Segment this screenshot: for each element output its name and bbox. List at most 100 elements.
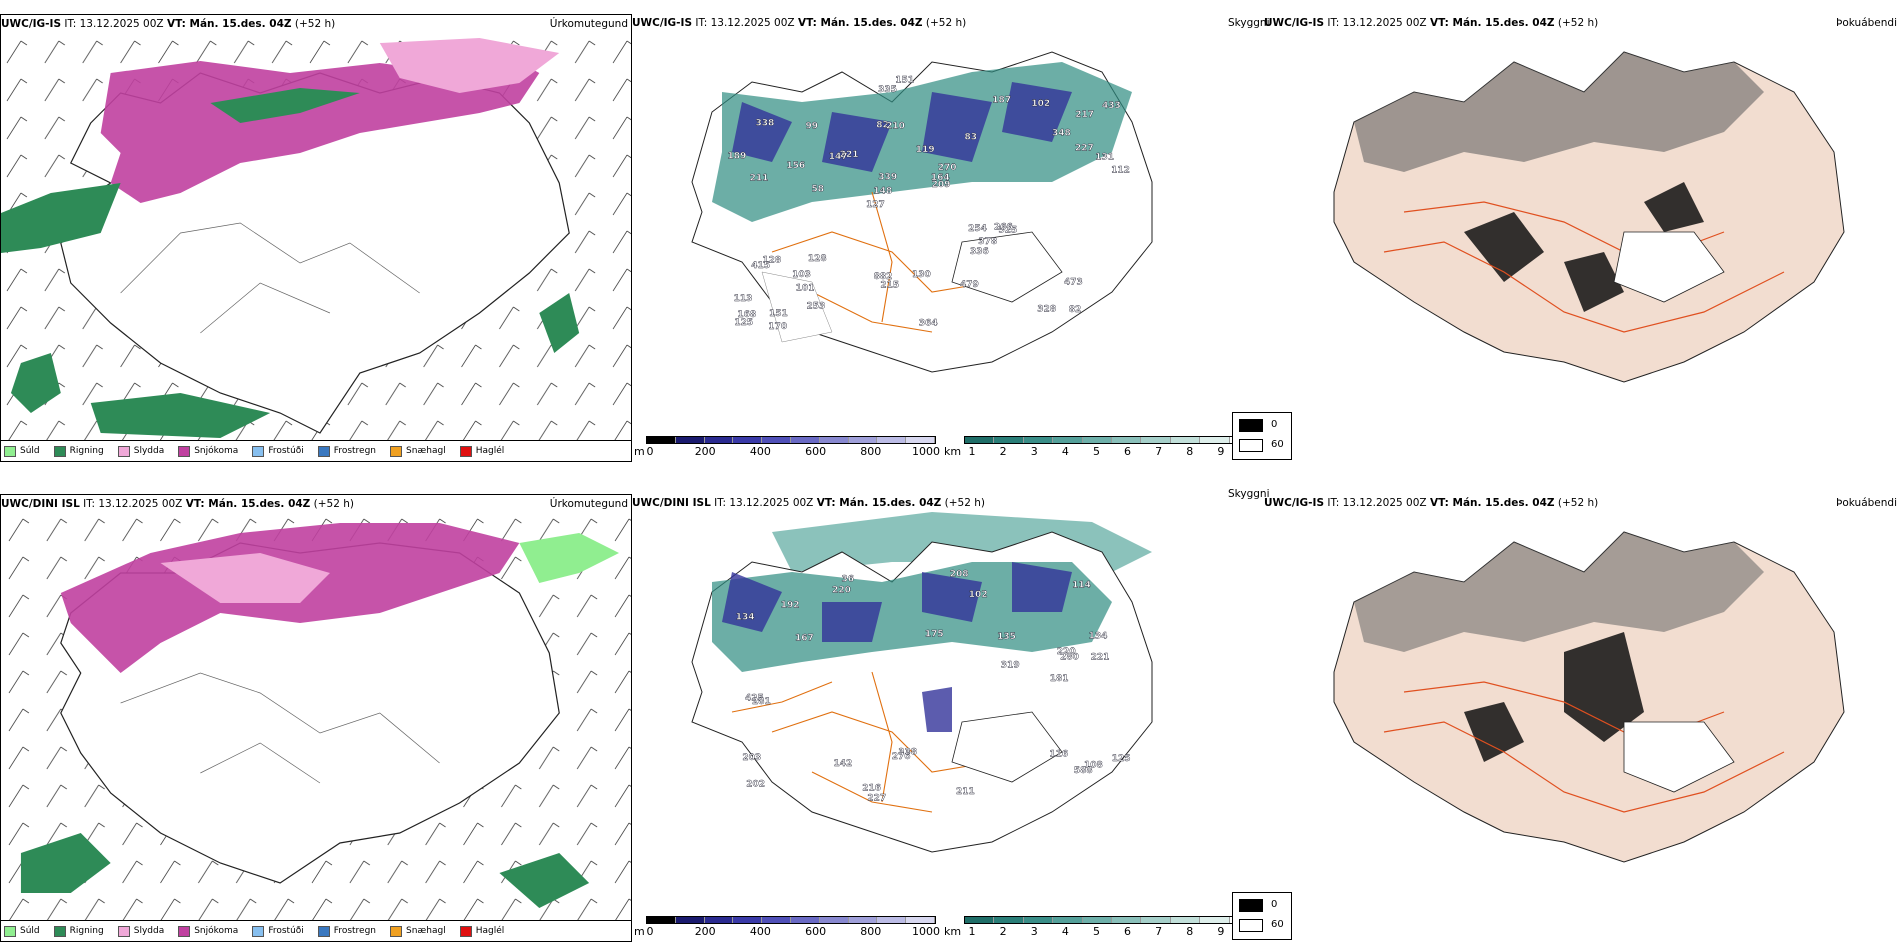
ceiling-value-label: 189 (728, 151, 747, 161)
ceiling-value-label: 227 (867, 794, 886, 804)
ceiling-value-label: 336 (970, 247, 989, 257)
legend-label: Frostúði (268, 446, 304, 456)
visibility-colorbar: km 12345678910 (944, 916, 1260, 946)
legend-label: Haglél (475, 446, 505, 456)
lead-time: (+52 h) (313, 498, 355, 510)
ceiling-value-label: 114 (1072, 581, 1091, 591)
swatch-dark (1239, 899, 1263, 912)
fog-map[interactable] (1264, 32, 1900, 452)
ceiling-value-label: 210 (886, 122, 905, 132)
ceiling-value-label: 175 (925, 630, 944, 640)
lead-time: (+52 h) (294, 18, 336, 30)
lead-time: (+52 h) (944, 497, 986, 509)
ceiling-value-label: 83 (965, 133, 978, 143)
legend-item-snaehagl: Snæhagl (390, 445, 446, 457)
visibility-map[interactable]: 116 134 108 175 202 36 220 142 114 167 221 134 181 22… (632, 512, 1264, 912)
ceiling-value-label: 116 (1049, 749, 1068, 759)
panel-precip-type-bottom: UWC/DINI ISL IT: 13.12.2025 00Z VT: Mán.… (0, 494, 632, 942)
tick-label: 400 (749, 445, 771, 458)
swatch (178, 445, 191, 457)
legend-item-snaehagl: Snæhagl (390, 925, 446, 937)
legend-label: Haglél (475, 926, 505, 936)
legend-item-sudd: Súld (4, 445, 40, 457)
ceiling-value-label: 211 (956, 787, 975, 797)
panel-header: UWC/IG-IS IT: 13.12.2025 00Z VT: Mán. 15… (632, 14, 1264, 32)
visibility-unit: km (944, 925, 962, 938)
fog-min: 0 (1271, 419, 1278, 430)
legend-item-snjokoma: Snjókoma (178, 445, 239, 457)
swatch (117, 925, 130, 937)
panel-kind: Úrkomutegund (549, 498, 628, 510)
ceiling-value-label: 215 (880, 281, 899, 291)
ceiling-unit: m (634, 445, 645, 458)
swatch (459, 925, 472, 937)
tick-label: 800 (860, 445, 882, 458)
ceiling-value-label: 119 (916, 145, 935, 155)
tick-label: 200 (694, 445, 716, 458)
ceiling-value-label: 142 (834, 759, 853, 769)
ceiling-value-label: 58 (812, 185, 825, 195)
ceiling-value-label: 216 (862, 784, 881, 794)
ceiling-value-label: 127 (866, 200, 885, 210)
valid-time: VT: Mán. 15.des. 04Z (816, 497, 942, 509)
precip-map[interactable] (1, 33, 631, 441)
swatch (117, 445, 130, 457)
tick-label: 1000 (912, 925, 940, 938)
ceiling-value-label: 364 (919, 319, 938, 329)
visibility-map[interactable]: 82 211 217 127 83 151 82 119 128 221 113 101 210 270 3… (632, 32, 1264, 432)
init-time: IT: 13.12.2025 00Z (1327, 17, 1427, 29)
ceiling-value-label: 170 (768, 322, 787, 332)
init-time: IT: 13.12.2025 00Z (64, 18, 164, 30)
ceiling-strip (646, 916, 936, 924)
ceiling-value-label: 209 (932, 180, 951, 190)
fog-legend: 0 60 (1232, 412, 1292, 460)
ceiling-value-label: 82 (876, 121, 889, 131)
tick-label: 400 (749, 925, 771, 938)
tick-label: 8 (1186, 445, 1194, 458)
ceiling-value-label: 181 (1050, 674, 1069, 684)
swatch (459, 445, 472, 457)
ceiling-value-label: 101 (796, 284, 815, 294)
ceiling-value-label: 82 (1069, 305, 1082, 315)
ceiling-value-label: 125 (734, 318, 753, 328)
ceiling-value-label: 220 (1057, 647, 1076, 657)
legend-label: Snæhagl (406, 926, 446, 936)
valid-time: VT: Mán. 15.des. 04Z (1429, 17, 1555, 29)
ceiling-value-label: 130 (912, 270, 931, 280)
ceiling-value-label: 211 (750, 174, 769, 184)
legend-label: Snjókoma (194, 926, 239, 936)
panel-fog-top: Skyggni UWC/IG-IS IT: 13.12.2025 00Z VT:… (1228, 14, 1900, 462)
tick-label: 4 (1061, 445, 1069, 458)
model-name: UWC/IG-IS (632, 17, 693, 29)
swatch (390, 445, 403, 457)
ceiling-value-label: 281 (752, 697, 771, 707)
precip-legend: Súld Rigning Slydda Snjókoma Frostúði Fr… (1, 440, 631, 461)
swatch (4, 925, 16, 937)
fog-map[interactable] (1264, 512, 1900, 932)
ceiling-ticks: 0 200 400 600 800 1000 (634, 445, 941, 459)
ceiling-ticks: 0 200 400 600 800 1000 (634, 925, 941, 939)
ceiling-value-label: 221 (840, 150, 859, 160)
ceiling-value-label: 134 (736, 612, 755, 622)
legend-item-rigning: Rigning (53, 925, 104, 937)
ceiling-value-label: 415 (751, 261, 770, 271)
visibility-strip (964, 436, 1260, 444)
skyggni-label: Skyggni (1228, 17, 1270, 29)
legend-item-snjokoma: Snjókoma (178, 925, 239, 937)
swatch (178, 925, 191, 937)
precip-map[interactable] (1, 513, 631, 921)
ceiling-strip (646, 436, 936, 444)
panel-kind: Þokuábendi (1836, 497, 1897, 509)
init-time: IT: 13.12.2025 00Z (714, 497, 814, 509)
swatch-light (1239, 439, 1263, 452)
ceiling-value-label: 99 (806, 122, 819, 132)
tick-label: 5 (1092, 925, 1100, 938)
ceiling-value-label: 151 (895, 76, 914, 86)
tick-label: 600 (805, 445, 827, 458)
legend-label: Snjókoma (194, 446, 239, 456)
fog-min: 0 (1271, 899, 1278, 910)
init-time: IT: 13.12.2025 00Z (695, 17, 795, 29)
ceiling-value-label: 328 (1037, 305, 1056, 315)
ceiling-value-label: 202 (746, 780, 765, 790)
swatch (252, 445, 265, 457)
